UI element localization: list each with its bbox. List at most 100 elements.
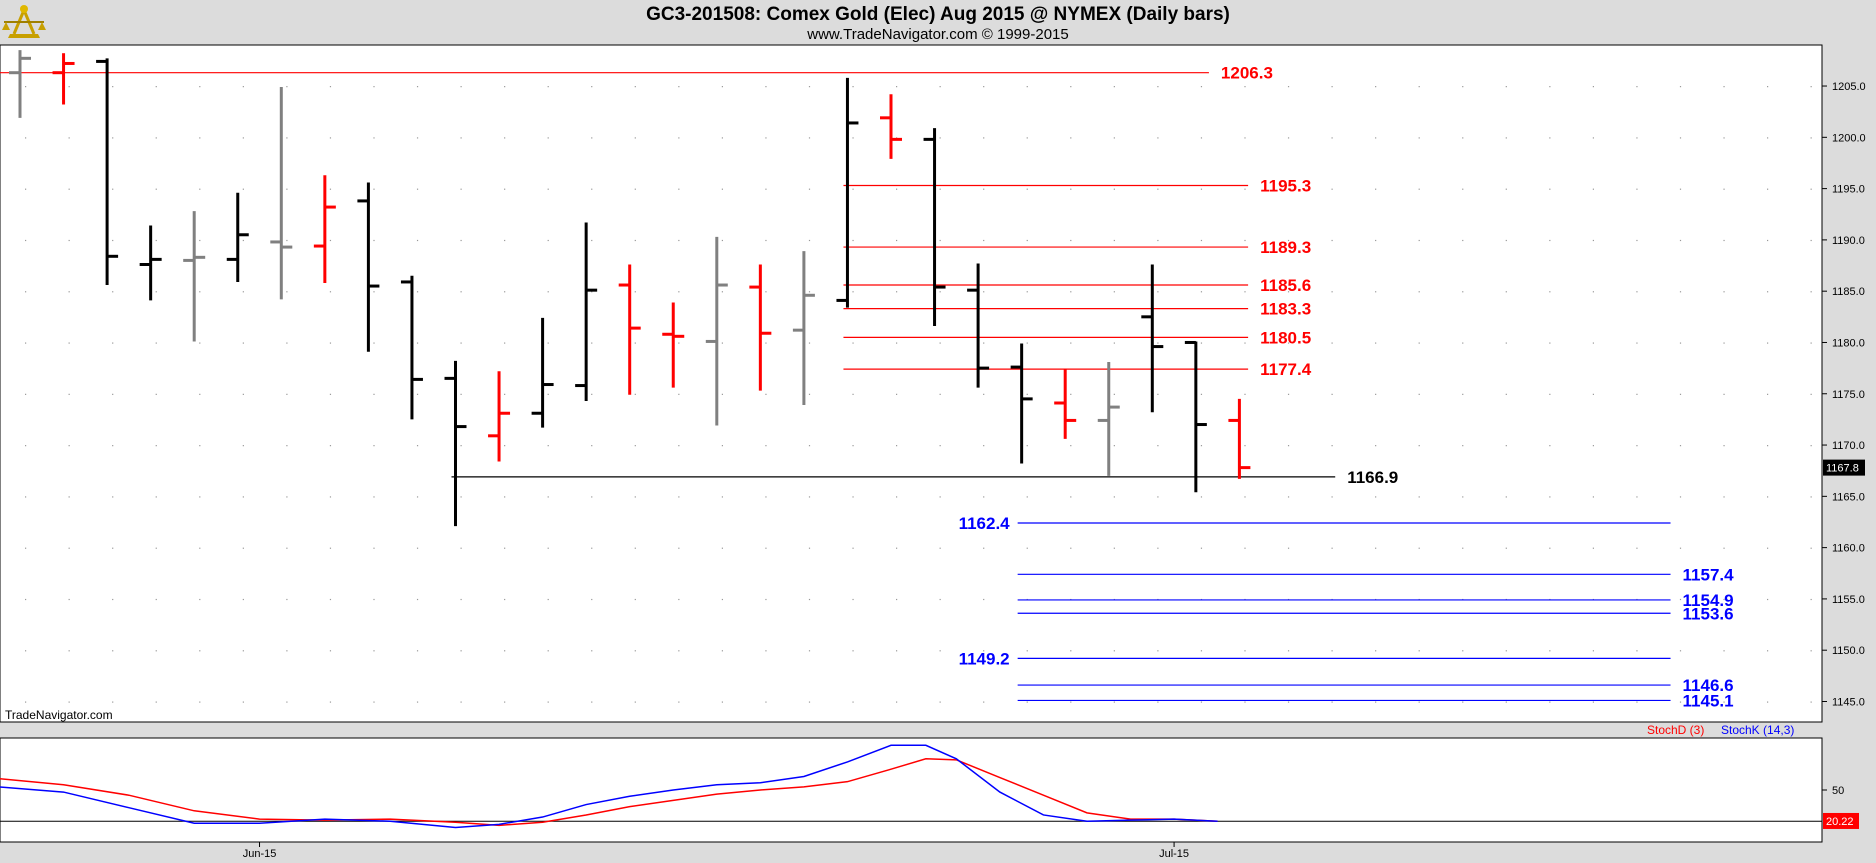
grid-dot [329,342,332,344]
grid-dot [721,86,723,88]
level-label: 1149.2 [959,649,1010,668]
grid-dot [1810,445,1812,447]
grid-dot [373,496,375,498]
grid-dot [416,188,419,190]
watermark: TradeNavigator.com [5,708,113,722]
grid-dot [329,291,332,293]
ohlc-bar [923,128,946,327]
grid-dot [1287,291,1290,293]
grid-dot [242,291,244,293]
ohlc-bar [618,264,641,395]
grid-dot [460,701,462,703]
grid-dot [1244,86,1246,88]
level-label: 1145.1 [1683,691,1734,710]
grid-dot [504,650,506,652]
grid-dot [1679,393,1682,395]
grid-dot [242,86,244,88]
grid-dot [547,137,549,139]
grid-dot [329,188,332,190]
ohlc-bar [1184,340,1207,493]
grid-dot [1331,496,1333,498]
grid-dot [112,239,114,242]
grid-dot [1287,239,1290,242]
grid-dot [199,547,201,549]
grid-dot [1679,598,1682,601]
grid-dot [155,650,157,652]
grid-dot [329,393,332,395]
grid-dot [1287,701,1290,703]
grid-dot [634,650,636,652]
grid-dot [678,701,680,703]
chart-title: GC3-201508: Comex Gold (Elec) Aug 2015 @… [646,4,1230,25]
grid-dot [1200,445,1203,447]
grid-dot [1200,701,1203,703]
grid-dot [808,291,811,293]
grid-dot [852,547,854,549]
grid-dot [286,137,288,139]
grid-dot [1331,547,1333,549]
grid-dot [1418,496,1420,498]
grid-dot [1767,342,1769,344]
grid-dot [1679,496,1682,498]
grid-dot [939,342,941,344]
grid-dot [25,137,27,139]
level-label: 1162.4 [959,514,1011,533]
grid-dot [678,393,680,395]
grid-dot [1070,188,1072,190]
grid-dot [1462,137,1464,139]
grid-dot [721,239,723,242]
grid-dot [721,188,723,190]
grid-dot [155,547,157,549]
grid-dot [547,650,549,652]
grid-dot [1200,547,1203,549]
grid-dot [68,137,70,139]
grid-dot [416,342,419,344]
grid-dot [155,86,157,88]
grid-dot [1331,650,1333,652]
grid-dot [547,547,549,549]
grid-dot [504,496,506,498]
grid-dot [68,188,70,190]
level-label: 1166.9 [1347,468,1398,487]
grid-dot [1157,86,1159,88]
grid-dot [1549,650,1551,652]
grid-dot [634,393,636,395]
grid-dot [1810,342,1812,344]
grid-dot [765,547,767,549]
grid-dot [1287,188,1290,190]
grid-dot [765,137,767,139]
grid-dot [808,137,811,139]
grid-dot [504,239,506,242]
grid-dot [1549,86,1551,88]
grid-dot [1157,137,1159,139]
ohlc-bar [1228,398,1251,479]
ohlc-bar [575,222,598,401]
grid-dot [852,342,854,344]
grid-dot [1723,291,1725,293]
grid-dot [25,598,27,601]
grid-dot [1462,547,1464,549]
grid-dot [1767,547,1769,549]
grid-dot [155,598,157,601]
y-tick-label: 1160.0 [1832,543,1865,555]
grid-dot [547,393,549,395]
grid-dot [1462,496,1464,498]
grid-dot [1767,137,1769,139]
grid-dot [68,650,70,652]
grid-dot [155,291,157,293]
grid-dot [1375,239,1377,242]
grid-dot [1375,496,1377,498]
grid-dot [896,496,898,498]
grid-dot [678,239,680,242]
grid-dot [1113,137,1115,139]
grid-dot [1505,701,1507,703]
grid-dot [1592,547,1594,549]
series-line [0,758,1218,827]
ohlc-bar [749,264,772,391]
grid-dot [765,445,767,447]
grid-dot [1636,445,1638,447]
grid-dot [1418,445,1420,447]
ohlc-bar [139,225,162,301]
grid-dot [1636,496,1638,498]
grid-dot [1200,496,1203,498]
